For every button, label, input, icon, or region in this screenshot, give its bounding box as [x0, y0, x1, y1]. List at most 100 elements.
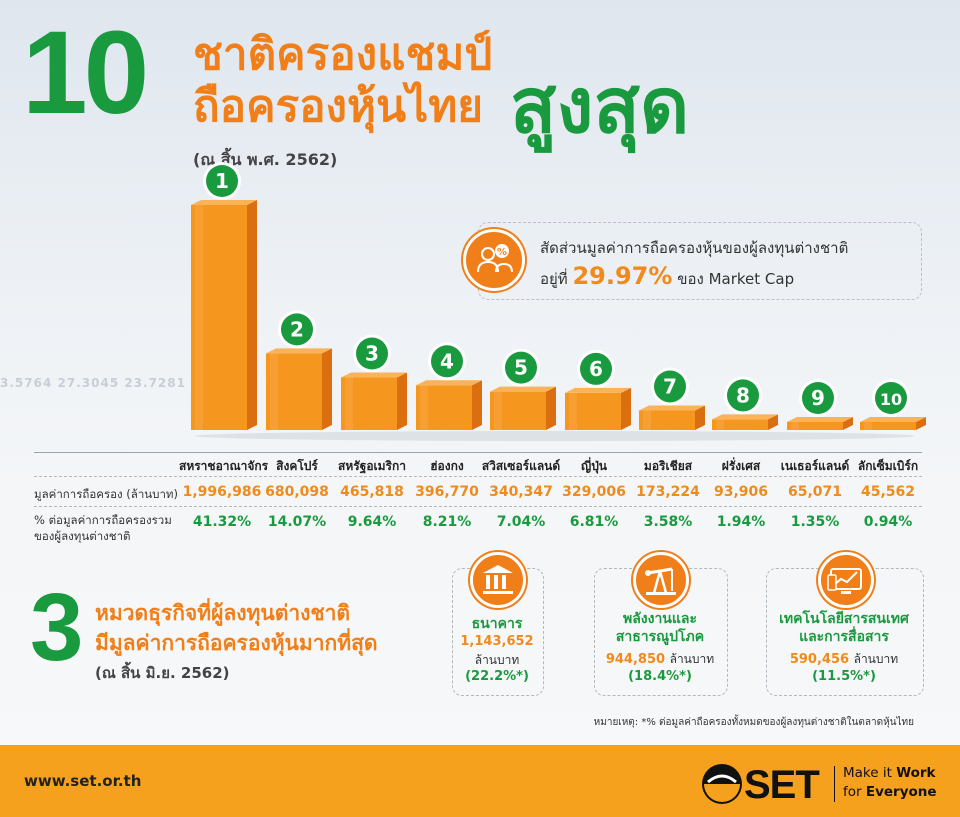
holding-percent: 7.04%	[496, 514, 546, 530]
sector-name: พลังงานและ	[622, 611, 698, 627]
title-emphasis: สูงสุด	[510, 61, 690, 150]
rank-badge	[875, 382, 907, 414]
bar	[565, 392, 621, 430]
investor-percent-icon: %	[463, 229, 525, 291]
rank-badge	[505, 351, 537, 384]
holding-value: 93,906	[713, 484, 769, 500]
sector-name-2: สาธารณูปโภค	[615, 629, 705, 645]
slogan-bold: Everyone	[865, 784, 937, 800]
bar-top	[565, 387, 631, 393]
bar	[490, 391, 546, 430]
bar-top	[266, 348, 332, 354]
country-label: ฮ่องกง	[430, 459, 464, 473]
holding-value: 173,224	[636, 484, 700, 500]
slogan-line-1: Make it Work	[843, 765, 936, 781]
bank-icon	[470, 552, 526, 608]
bar-highlight	[791, 422, 799, 430]
rank-number: 4	[440, 349, 454, 373]
rank-badge	[727, 379, 759, 412]
sector-pct: (11.5%*)	[812, 669, 876, 684]
sectors-title-2: มีมูลค่าการถือครองหุ้นมากที่สุด	[95, 631, 378, 655]
rank-badge	[802, 382, 834, 414]
callout-text-2: อยู่ที่ 29.97% ของ Market Cap	[540, 262, 794, 291]
rank-number: 6	[589, 357, 603, 381]
rank-badge	[356, 337, 388, 370]
rank-badge	[580, 352, 612, 385]
bar-highlight	[494, 391, 502, 430]
bar-side	[916, 417, 926, 430]
bar-top	[490, 386, 556, 392]
bar	[712, 419, 768, 430]
holding-value: 396,770	[415, 484, 479, 500]
holding-value: 465,818	[340, 484, 404, 500]
holding-percent: 1.94%	[716, 514, 766, 530]
rank-number: 7	[663, 374, 677, 398]
country-label: เนเธอร์แลนด์	[780, 459, 850, 473]
bar-highlight	[569, 392, 577, 430]
holding-percent: 6.81%	[569, 514, 619, 530]
chart-floor-shadow	[195, 431, 915, 441]
holding-value: 680,098	[265, 484, 329, 500]
bar-top	[639, 405, 705, 411]
bar-top	[191, 200, 257, 205]
rank-number: 3	[365, 342, 379, 366]
oil-pump-icon	[633, 552, 689, 608]
bar-highlight	[420, 385, 428, 430]
country-label: ฝรั่งเศส	[721, 459, 761, 473]
rank-number: 10	[880, 390, 902, 409]
bar	[341, 377, 397, 430]
bar-group	[341, 372, 407, 430]
callout-prefix: อยู่ที่	[540, 270, 568, 288]
bar-top	[860, 417, 926, 422]
set-logo-text: SET	[744, 763, 820, 807]
rank-number: 5	[514, 356, 528, 380]
website-link[interactable]: www.set.or.th	[24, 772, 142, 790]
slogan-bold: Work	[896, 765, 936, 781]
rank-number: 2	[290, 317, 304, 341]
pct-row-label-2: ของผู้ลงทุนต่างชาติ	[34, 529, 131, 543]
bar-top	[416, 380, 482, 386]
bar	[787, 422, 843, 430]
sector-name: เทคโนโลยีสารสนเทศ	[779, 611, 909, 627]
sector-pct: (18.4%*)	[628, 669, 692, 684]
rank-badge	[206, 165, 238, 197]
bar-group	[860, 417, 926, 430]
holding-percent: 14.07%	[267, 514, 327, 530]
sectors-date: (ณ สิ้น มิ.ย. 2562)	[95, 664, 230, 682]
sectors-title-1: หมวดธุรกิจที่ผู้ลงทุนต่างชาติ	[95, 601, 351, 625]
bar-highlight	[270, 353, 278, 430]
holding-percent: 8.21%	[422, 514, 472, 530]
slogan-line-2: for Everyone	[843, 784, 937, 800]
bar-top	[787, 417, 853, 422]
sector-pct: (22.2%*)	[465, 669, 529, 684]
rank-number: 8	[736, 383, 750, 407]
bar-side	[546, 386, 556, 430]
bar-group	[416, 380, 482, 430]
holding-value: 65,071	[787, 484, 843, 500]
holding-value: 45,562	[860, 484, 916, 500]
top10-bar-chart: 1 2 3 4 5 6 7 8 9 10	[191, 165, 926, 441]
title-line-2: ถือครองหุ้นไทย	[193, 81, 484, 132]
sector-value: 1,143,652	[460, 634, 534, 649]
sector-unit: ล้านบาท	[853, 652, 899, 666]
bar-highlight	[643, 410, 651, 430]
bar-side	[843, 417, 853, 430]
callout-value: 29.97%	[572, 262, 673, 290]
rank-badge	[431, 345, 463, 378]
country-label: สหรัฐอเมริกา	[338, 459, 406, 473]
rank-badge	[281, 313, 313, 346]
rank-number: 1	[215, 169, 229, 193]
svg-text:%: %	[497, 247, 507, 258]
bar-side	[768, 414, 778, 430]
tech-chart-icon	[818, 552, 874, 608]
bar-highlight	[716, 419, 724, 430]
bar-side	[322, 348, 332, 430]
value-row-label: มูลค่าการถือครอง (ล้านบาท)	[34, 487, 178, 501]
bar-highlight	[195, 205, 203, 430]
holding-percent: 41.32%	[192, 514, 252, 530]
holding-value: 340,347	[489, 484, 553, 500]
bar-highlight	[345, 377, 353, 430]
country-label: มอริเชียส	[643, 459, 693, 473]
footnote: หมายเหตุ: *% ต่อมูลค่าถือครองทั้งหมดของผ…	[593, 717, 914, 728]
pct-row-label-1: % ต่อมูลค่าการถือครองรวม	[34, 513, 172, 527]
